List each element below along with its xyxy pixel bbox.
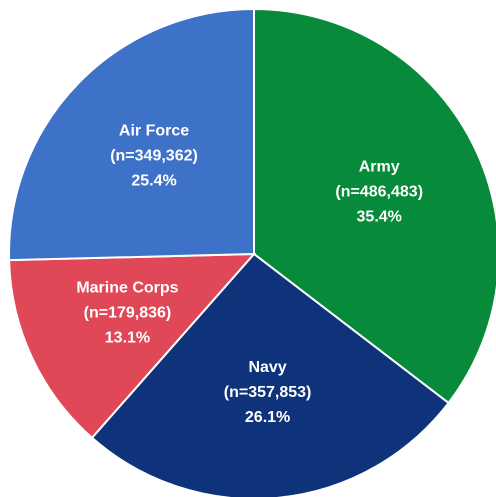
pie-slice — [8, 7, 255, 262]
slice-count: (n=357,853) — [224, 384, 312, 401]
slice-name: Marine Corps — [76, 279, 178, 296]
slice-name: Navy — [248, 359, 286, 376]
pie-slice — [90, 252, 450, 497]
pie-slice — [253, 7, 496, 405]
slice-count: (n=486,483) — [335, 183, 423, 200]
slice-percent: 35.4% — [357, 208, 402, 225]
slice-name: Army — [359, 158, 400, 175]
slice-count: (n=349,362) — [110, 148, 198, 165]
slice-count: (n=179,836) — [84, 304, 172, 321]
slice-percent: 26.1% — [245, 409, 290, 426]
slice-name: Air Force — [119, 123, 189, 140]
slice-percent: 13.1% — [105, 329, 150, 346]
pie-slice — [8, 252, 257, 440]
slice-percent: 25.4% — [131, 173, 176, 190]
